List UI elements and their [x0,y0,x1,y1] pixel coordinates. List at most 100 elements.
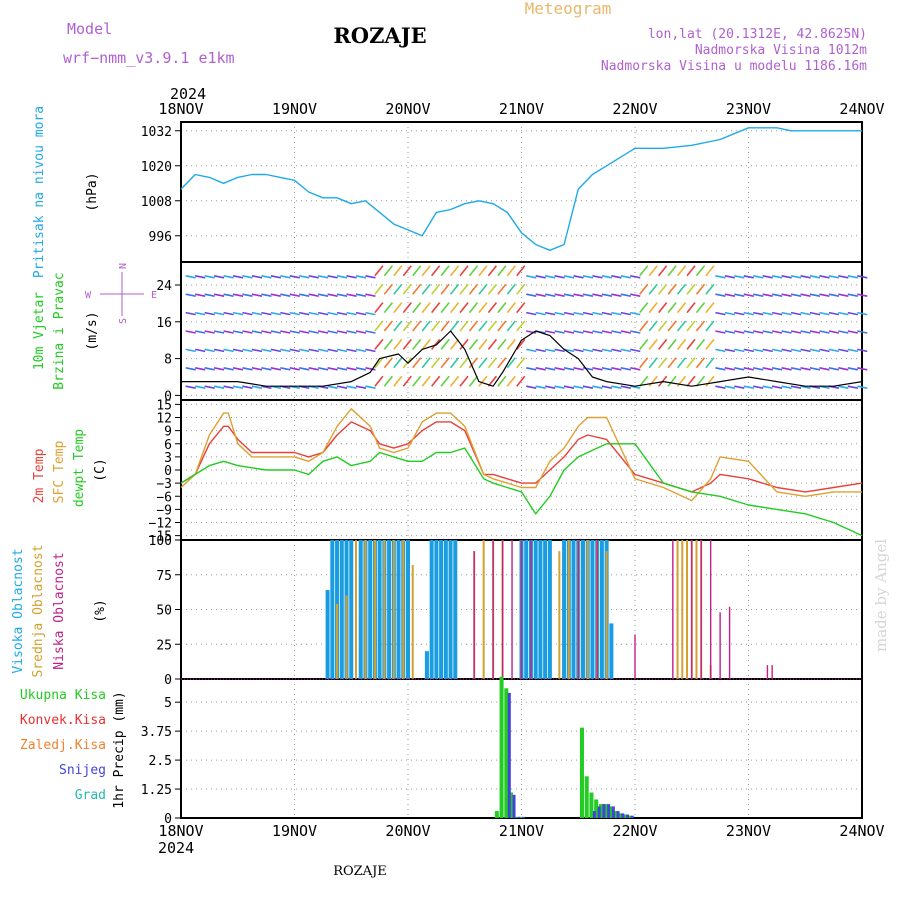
wind-barb [611,275,622,279]
wind-barb [213,330,225,334]
wind-barb [828,367,840,371]
wind-barb [393,302,403,314]
temp-ytick-label: 9 [164,425,172,440]
wind-barb [592,311,603,316]
wind-barb [487,338,498,350]
cloud-bar-mid [345,595,348,679]
wind-barb [251,330,263,334]
wind-barb [270,275,282,279]
wind-barb [204,367,215,371]
wind-barb [393,283,403,295]
wind-barb [592,367,603,371]
cloud-bar-low [530,540,532,679]
year-top: 2024 [170,85,206,103]
wind-barb [648,265,658,277]
wind-barb [440,320,450,332]
wind-barb [667,302,677,314]
wind-barb [270,311,282,316]
wind-barb [838,275,849,279]
cloud-bar-low [771,665,773,679]
wind-barb [223,367,234,371]
wind-barb [705,283,715,295]
wind-barb [734,293,745,297]
wind-ytick-label: 0 [164,389,172,404]
wind-barb [544,293,556,297]
wind-barb [771,385,783,389]
wind-barb [648,338,658,350]
cloud-bar-high [325,590,330,679]
wind-barb [346,367,357,371]
wind-barb [800,367,811,371]
wind-barb [459,283,469,295]
wind-barb [611,385,622,389]
wind-barb [185,330,196,334]
wind-barb [724,348,736,353]
precip-bar-snow [607,804,611,818]
wind-barb [771,367,783,371]
precip-panel-labels: 1hr Precip (mm) Ukupna Kisa Konvek.Kisa … [20,688,127,809]
wind-barb [658,302,668,314]
precip-bar-snow [621,813,625,818]
wind-barb [658,265,668,277]
wind-barb [544,311,556,316]
precip-bar-total [608,806,613,818]
wind-barb [620,385,631,389]
wind-barb [686,338,696,350]
wind-barb [383,283,393,295]
cloud-bar-low [709,540,712,679]
wind-barb [251,275,263,279]
wind-barb [468,283,479,295]
wind-barb [790,275,802,279]
wind-barb [213,385,225,389]
wind-barb [213,293,225,297]
wind-barb [724,293,736,297]
wind-barb [563,367,575,371]
wind-barb [431,357,441,369]
wind-barb [648,302,658,314]
wind-barb [847,367,858,371]
wind-barb [620,330,631,334]
wind-barb [705,265,715,277]
wind-barb [526,330,537,334]
x-labels-bottom: 18NOV 19NOV 20NOV 21NOV 22NOV 23NOV 24NOV [158,822,884,840]
wind-barb [819,275,830,279]
cloud-bar-high [443,540,448,679]
cloud-bar-mid [392,540,395,679]
wind-barb [781,293,792,297]
wind-barb [440,357,450,369]
wind-barb [280,293,291,297]
wind-barb [195,385,206,389]
wind-barb [857,330,868,334]
wind-barb [554,275,565,279]
wind-barb [705,375,715,387]
wind-barb [695,302,706,314]
wind-barb [762,275,773,279]
wind-barb [828,330,840,334]
wind-barb [195,330,206,334]
precip-bar-total [494,811,499,818]
wind-barb [734,330,745,334]
wind-barb [554,330,565,334]
cloud-bar-high [580,540,585,679]
wind-barb [242,385,253,389]
wind-barb [753,293,764,297]
wind-barb [828,275,840,279]
precip-bar-total [613,811,618,818]
wind-barb [204,275,215,279]
x-label-top: 20NOV [385,100,430,118]
wind-barb [402,302,412,314]
wind-barb [838,367,849,371]
wind-barb [563,275,575,279]
wind-barb [658,283,668,295]
wind-barb [743,330,754,334]
wind-barb [743,385,754,389]
wind-barb [468,265,479,277]
cloud-bar-high [453,540,458,679]
precip-ytick-label: 0 [164,812,172,827]
wind-barb [232,385,244,389]
compass-w: W [85,290,92,301]
wind-barb [336,367,348,371]
wind-barb [762,330,773,334]
wind-barb [809,311,821,316]
wind-barb [573,275,584,279]
